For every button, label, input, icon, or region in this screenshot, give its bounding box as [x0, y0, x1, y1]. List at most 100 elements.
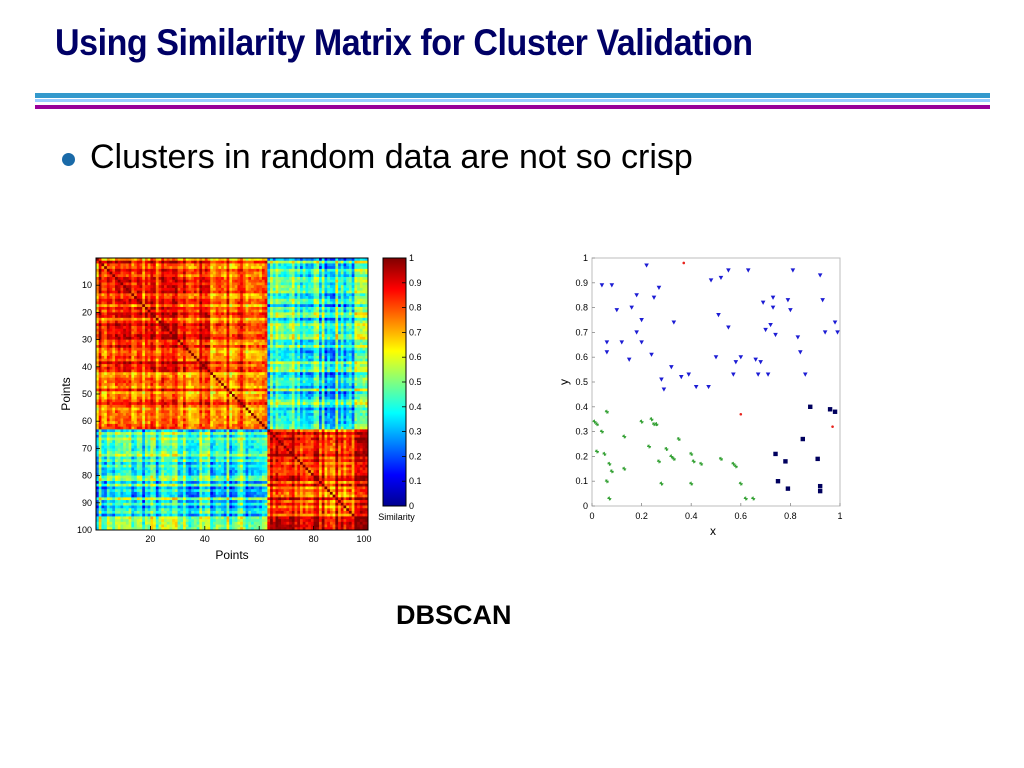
heatmap-cell — [270, 290, 274, 294]
heatmap-cell — [169, 372, 173, 376]
heatmap-cell — [134, 462, 138, 466]
heatmap-cell — [308, 277, 312, 281]
heatmap-cell — [267, 326, 271, 330]
heatmap-cell — [136, 350, 140, 354]
heatmap-cell — [96, 277, 100, 281]
heatmap-cell — [359, 279, 363, 283]
heatmap-cell — [310, 306, 314, 311]
heatmap-cell — [98, 317, 102, 321]
heatmap-cell — [204, 266, 208, 270]
heatmap-cell — [134, 502, 138, 506]
heatmap-cell — [313, 331, 317, 335]
heatmap-cell — [106, 361, 110, 365]
heatmap-cell — [183, 268, 187, 272]
heatmap-cell — [221, 266, 225, 270]
heatmap-cell — [142, 453, 146, 457]
heatmap-cell — [96, 467, 100, 471]
heatmap-cell — [117, 472, 121, 476]
heatmap-cell — [332, 293, 336, 297]
heatmap-cell — [147, 489, 151, 493]
heatmap-cell — [242, 290, 246, 294]
heatmap-cell — [142, 364, 146, 368]
heatmap-cell — [161, 287, 165, 292]
heatmap-cell — [96, 388, 100, 392]
heatmap-cell — [351, 309, 355, 313]
heatmap-cell — [289, 268, 293, 272]
heatmap-cell — [120, 516, 124, 520]
heatmap-cell — [123, 440, 127, 444]
heatmap-cell — [272, 285, 276, 289]
heatmap-cell — [153, 355, 157, 360]
heatmap-cell — [139, 274, 143, 278]
heatmap-cell — [147, 306, 151, 311]
heatmap-cell — [136, 315, 140, 319]
heatmap-cell — [251, 285, 255, 289]
heatmap-cell — [117, 279, 121, 283]
heatmap-cell — [245, 268, 249, 272]
heatmap-cell — [174, 334, 178, 338]
heatmap-cell — [302, 277, 306, 281]
heatmap-cell — [177, 304, 181, 308]
heatmap-cell — [109, 489, 113, 493]
heatmap-cell — [321, 266, 325, 270]
heatmap-cell — [174, 277, 178, 281]
heatmap-cell — [109, 418, 113, 422]
heatmap-cell — [172, 491, 176, 496]
heatmap-cell — [291, 304, 295, 308]
heatmap-cell — [109, 331, 113, 335]
heatmap-cell — [229, 331, 233, 335]
heatmap-cell — [125, 293, 130, 297]
heatmap-cell — [96, 263, 100, 267]
heatmap-cell — [164, 442, 168, 447]
heatmap-cell — [155, 328, 159, 332]
heatmap-cell — [98, 342, 102, 346]
heatmap-cell — [147, 282, 151, 286]
heatmap-cell — [106, 309, 110, 313]
heatmap-cell — [153, 345, 157, 349]
heatmap-cell — [283, 331, 287, 335]
heatmap-cell — [248, 290, 252, 294]
heatmap-cell — [155, 266, 159, 270]
heatmap-cell — [321, 306, 325, 311]
heatmap-cell — [161, 298, 165, 302]
heatmap-cell — [218, 258, 222, 262]
heatmap-cell — [166, 423, 170, 428]
heatmap-cell — [117, 258, 121, 262]
heatmap-cell — [147, 358, 151, 362]
heatmap-cell — [259, 271, 263, 275]
heatmap-cell — [351, 320, 355, 324]
heatmap-cell — [362, 315, 366, 319]
heatmap-cell — [278, 260, 282, 264]
heatmap-cell — [340, 315, 344, 319]
heatmap-cell — [117, 502, 121, 506]
heatmap-cell — [172, 282, 176, 286]
heatmap-cell — [185, 268, 189, 272]
heatmap-cell — [139, 423, 143, 428]
heatmap-cell — [185, 304, 189, 308]
heatmap-cell — [174, 323, 178, 327]
heatmap-cell — [150, 456, 154, 460]
heatmap-cell — [169, 404, 173, 408]
heatmap-cell — [150, 388, 154, 392]
heatmap-cell — [174, 309, 178, 313]
heatmap-cell — [166, 287, 170, 292]
heatmap-cell — [112, 342, 116, 346]
heatmap-cell — [294, 279, 298, 283]
heatmap-cell — [202, 334, 206, 338]
heatmap-cell — [283, 323, 287, 327]
heatmap-cell — [101, 404, 105, 408]
heatmap-cell — [161, 527, 165, 531]
heatmap-cell — [199, 258, 203, 262]
heatmap-cell — [139, 486, 143, 490]
heatmap-cell — [150, 489, 154, 493]
heatmap-cell — [101, 268, 105, 272]
heatmap-cell — [313, 317, 317, 321]
heatmap-cell — [166, 456, 170, 460]
heatmap-cell — [245, 309, 249, 313]
heatmap-cell — [329, 320, 334, 324]
heatmap-cell — [123, 317, 127, 321]
heatmap-cell — [136, 429, 140, 433]
heatmap-cell — [142, 413, 146, 417]
heatmap-cell — [183, 290, 187, 294]
heatmap-cell — [123, 448, 127, 452]
